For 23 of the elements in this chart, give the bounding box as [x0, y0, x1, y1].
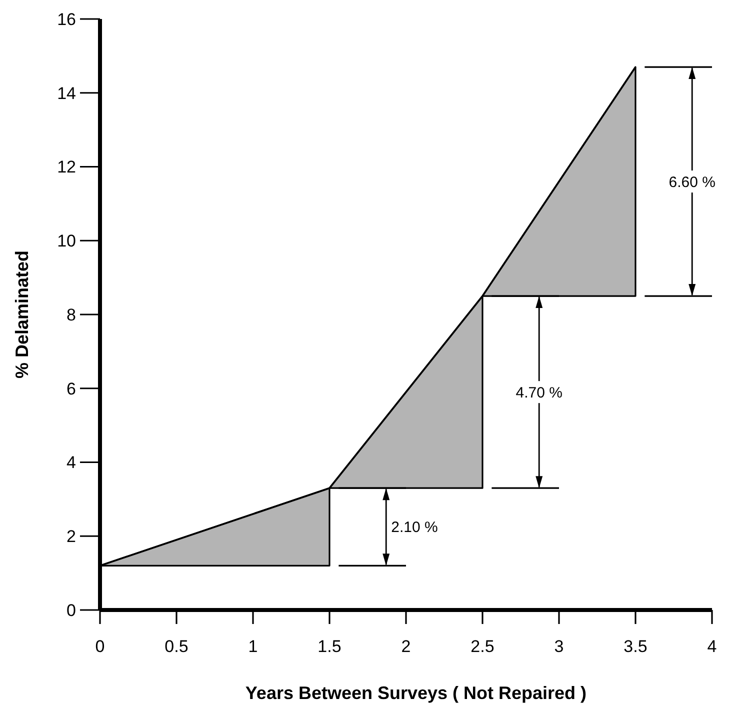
annotation: 2.10 %: [391, 519, 438, 536]
y-tick-label: 0: [66, 600, 76, 620]
y-tick-label: 2: [66, 527, 76, 546]
y-tick-label: 4: [66, 453, 76, 472]
x-tick-label: 1: [248, 637, 258, 656]
y-tick-label: 12: [57, 158, 76, 177]
y-tick-label: 6: [66, 379, 76, 398]
x-tick-label: 3: [554, 637, 564, 656]
annotation: 6.60 %: [668, 174, 716, 191]
y-tick-label: 8: [66, 305, 76, 324]
x-axis-title: Years Between Surveys ( Not Repaired ): [245, 683, 587, 703]
annotation: 4.70 %: [516, 384, 562, 402]
x-tick-label: 4: [707, 637, 717, 656]
y-tick-label: 14: [57, 84, 76, 103]
x-tick-label: 1.5: [318, 637, 342, 656]
x-tick-label: 2: [401, 637, 411, 656]
y-tick-label: 16: [57, 10, 76, 29]
y-tick-label: 10: [57, 232, 76, 251]
x-tick-label: 2.5: [470, 637, 494, 656]
x-tick-label: 0.5: [164, 637, 188, 656]
x-tick-label: 3.5: [624, 637, 648, 656]
x-tick-label: 0: [95, 637, 105, 656]
y-axis-title: % Delaminated: [12, 250, 32, 379]
